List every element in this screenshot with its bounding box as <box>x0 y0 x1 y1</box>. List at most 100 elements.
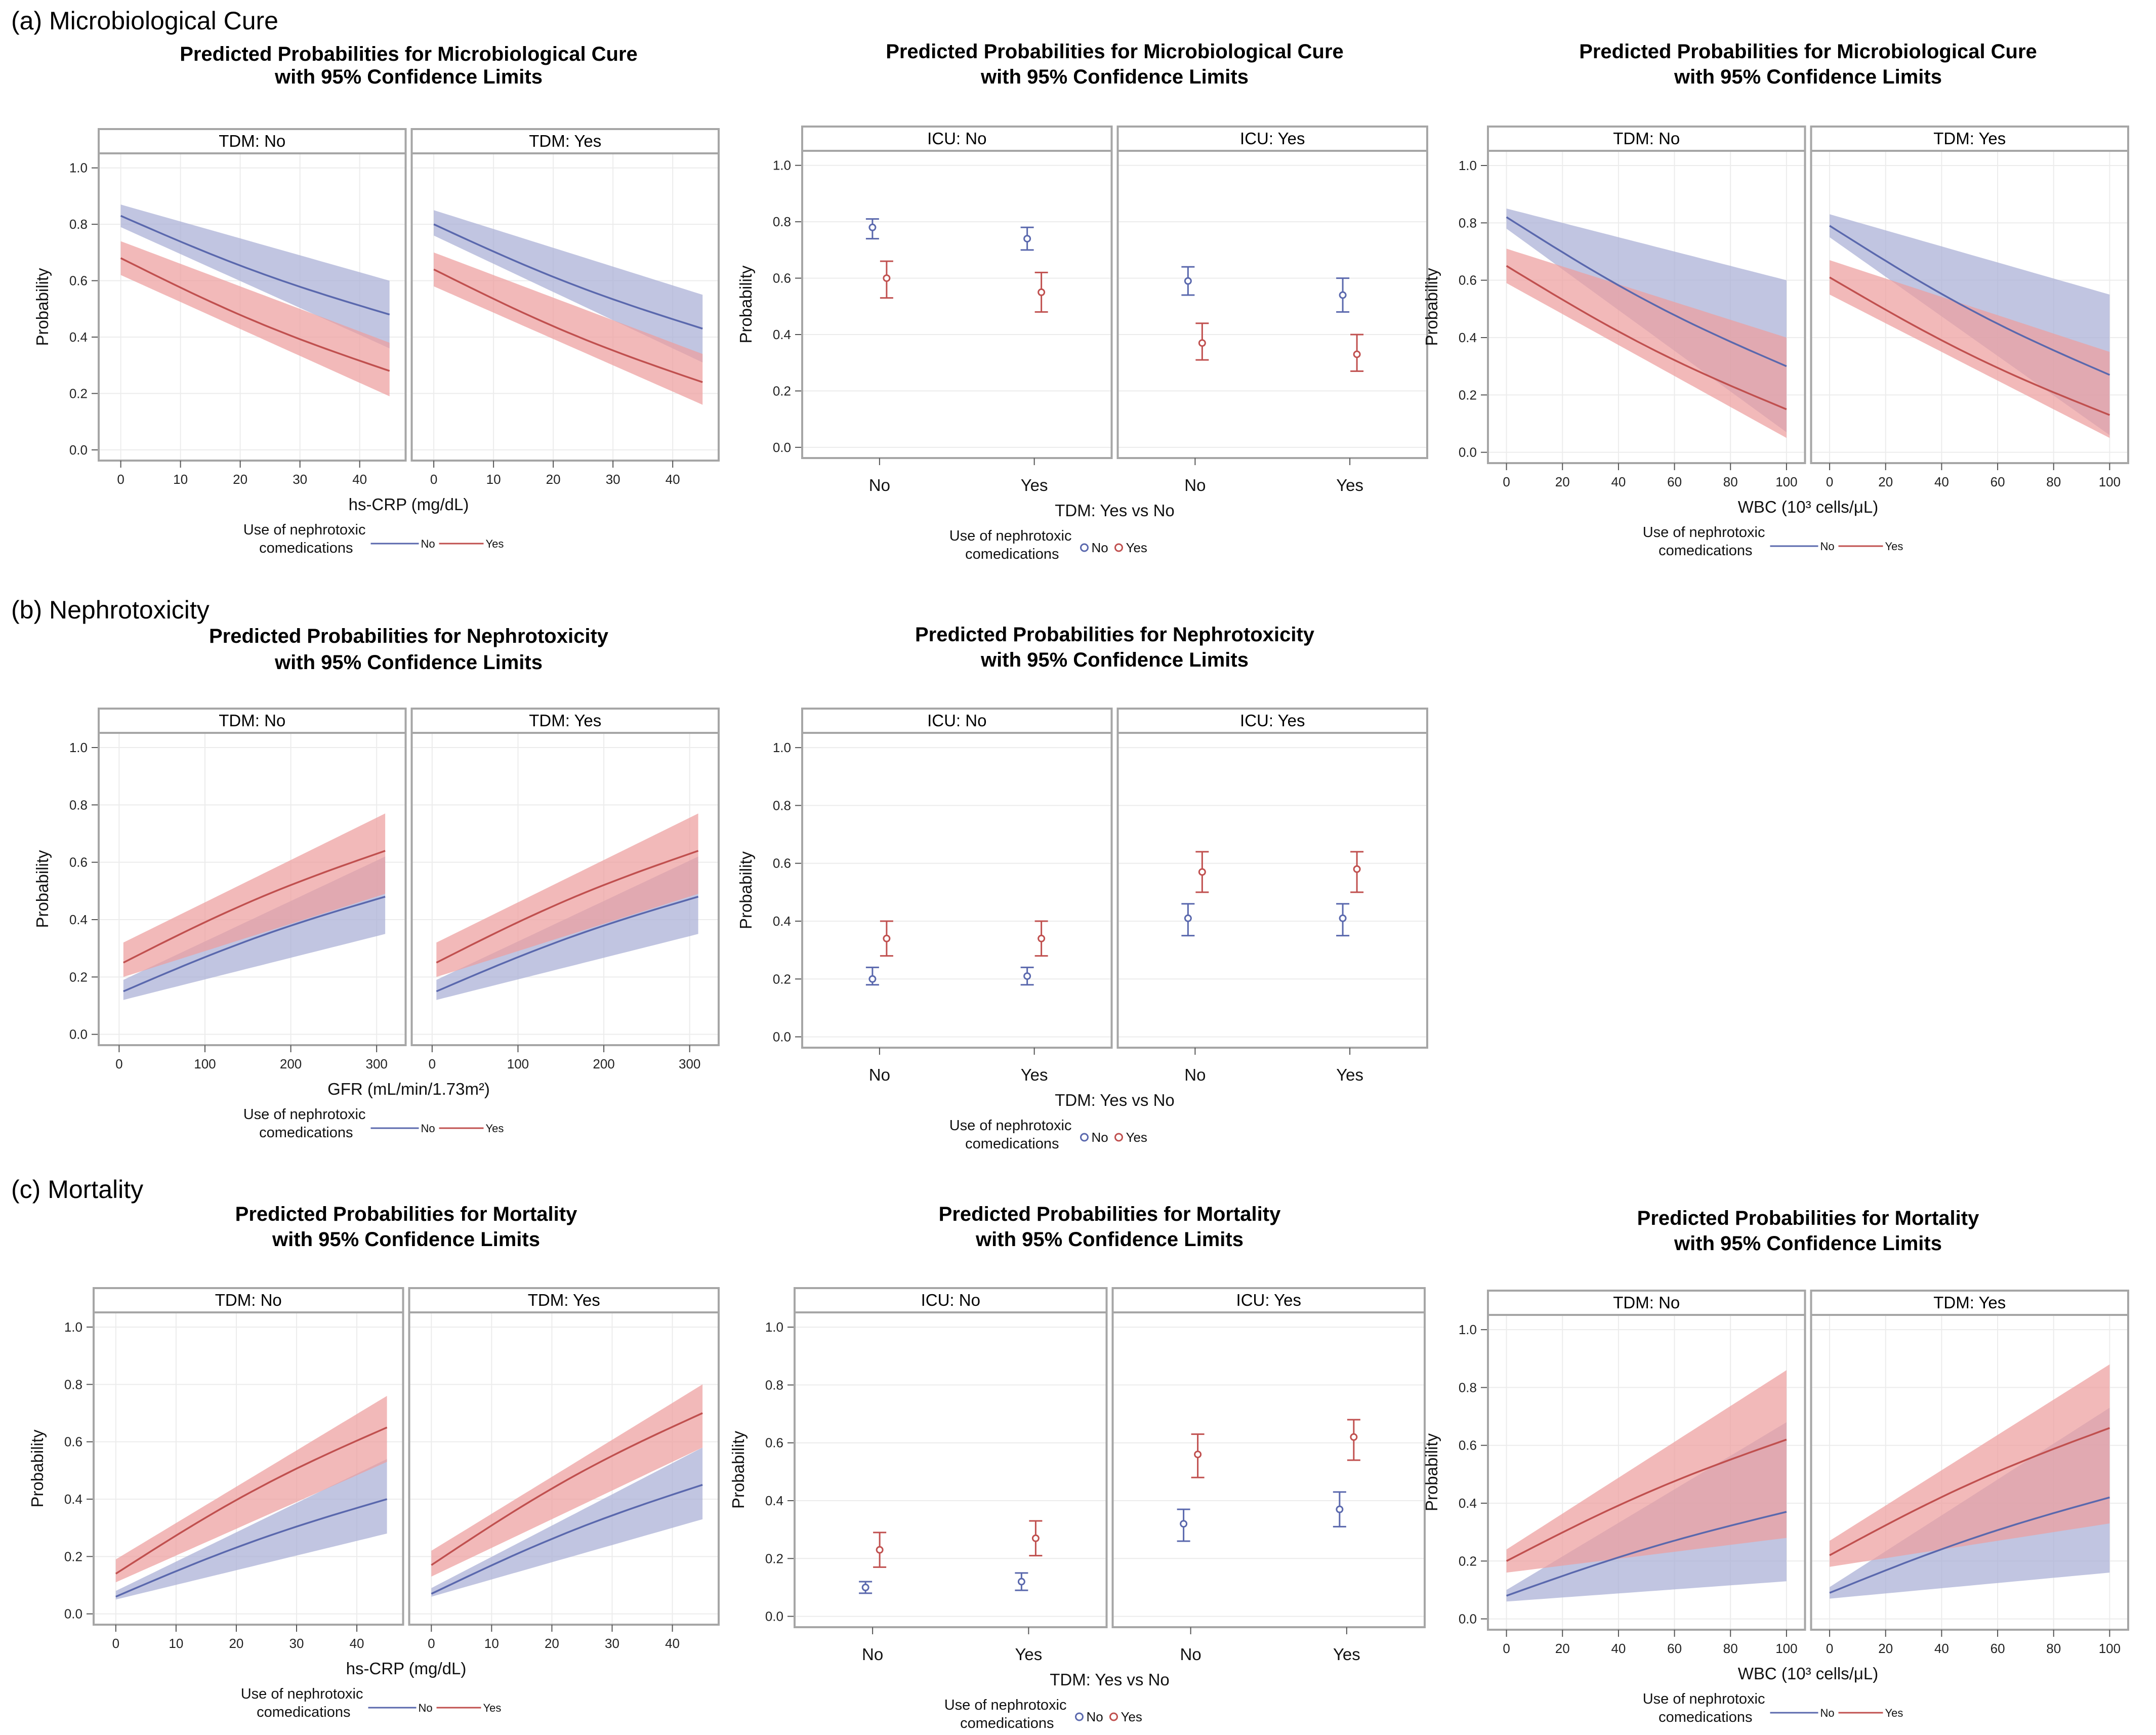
x-axis-label: TDM: Yes vs No <box>1055 1091 1175 1109</box>
x-tick-label: 20 <box>1555 1641 1570 1656</box>
panel-strip <box>1487 1290 1806 1316</box>
estimate-point-yes <box>1198 339 1206 347</box>
estimate-point-no <box>1339 291 1347 299</box>
y-tick-label: 0.8 <box>773 798 791 813</box>
y-tick-label: 0.8 <box>69 797 88 812</box>
panel-strip <box>801 708 1113 734</box>
legend: Use of nephrotoxic comedications No Yes <box>949 1118 1147 1152</box>
estimate-point-yes <box>1031 1534 1040 1542</box>
prediction-line-no <box>1829 225 2110 376</box>
chart-title-line2: with 95% Confidence Limits <box>980 649 1249 671</box>
panel-strip-label: TDM: No <box>219 132 285 150</box>
panel-strip-label: ICU: Yes <box>1240 129 1305 148</box>
legend-title-line2: comedications <box>257 1704 350 1720</box>
x-tick-label: 40 <box>1611 474 1626 489</box>
estimate-point-no <box>1180 1520 1188 1528</box>
prediction-line-no <box>120 215 390 316</box>
x-tick-label: 0 <box>112 1636 119 1651</box>
legend-marker-yes <box>1109 1712 1118 1721</box>
chart-neph-gfr: Predicted Probabilities for Nephrotoxici… <box>33 625 720 1141</box>
chart-title-line2: with 95% Confidence Limits <box>274 66 543 88</box>
y-tick-label: 1.0 <box>773 158 791 173</box>
legend-title-line1: Use of nephrotoxic <box>241 1686 363 1702</box>
panel-0: TDM: No 0 10 20 30 40 <box>98 128 407 487</box>
confidence-band-yes <box>1830 1364 2110 1567</box>
panel-0: TDM: No 0 20 40 60 80 100 <box>1487 1290 1806 1656</box>
panel-0: ICU: No No Yes <box>801 708 1113 1084</box>
chart-title-line2: with 95% Confidence Limits <box>272 1228 540 1251</box>
panel-strip-label: ICU: No <box>927 129 986 148</box>
y-tick-label: 0.8 <box>773 214 791 229</box>
legend: Use of nephrotoxic comedications No Yes <box>243 522 504 556</box>
y-axis-label: Probability <box>1422 268 1441 346</box>
x-tick-label: 60 <box>1991 474 2005 489</box>
confidence-band-yes <box>1830 260 2110 438</box>
panel-strip <box>1111 1287 1426 1313</box>
y-tick-label: 1.0 <box>1459 158 1477 173</box>
x-tick-label: 20 <box>1878 1641 1893 1656</box>
x-tick-label: 80 <box>1723 1641 1738 1656</box>
y-tick-label: 1.0 <box>765 1319 783 1335</box>
confidence-band-no <box>434 210 703 363</box>
x-tick-label: 0 <box>1503 1641 1510 1656</box>
legend-title-line2: comedications <box>259 540 353 556</box>
panel-strip <box>1487 126 1806 152</box>
legend: Use of nephrotoxic comedications No Yes <box>1643 524 1903 559</box>
x-axis-label: TDM: Yes vs No <box>1050 1670 1170 1689</box>
panel-frame <box>1116 732 1428 1049</box>
x-axis-label: TDM: Yes vs No <box>1055 501 1175 520</box>
x-tick-label: 60 <box>1667 474 1682 489</box>
y-tick-label: 0.4 <box>773 914 791 929</box>
chart-mort-crp: Predicted Probabilities for Mortality wit… <box>28 1203 720 1720</box>
prediction-line-no <box>436 896 699 993</box>
y-tick-label: 0.2 <box>69 386 88 401</box>
confidence-band-no <box>120 204 390 349</box>
panel-strip <box>794 1287 1108 1313</box>
legend-label-yes: Yes <box>1126 540 1147 555</box>
x-tick-label: 300 <box>365 1056 387 1071</box>
y-tick-label: 0.4 <box>69 329 88 345</box>
legend-title-line2: comedications <box>960 1715 1054 1731</box>
panel-0: ICU: No No Yes <box>801 126 1113 494</box>
estimate-point-yes <box>883 274 891 282</box>
x-tick-label: 30 <box>606 472 620 487</box>
legend: Use of nephrotoxic comedications No Yes <box>243 1106 504 1141</box>
x-category-label: No <box>1184 476 1206 494</box>
panel-strip-label: ICU: Yes <box>1236 1291 1301 1309</box>
prediction-line-yes <box>1506 1438 1787 1562</box>
x-tick-label: 100 <box>2099 474 2121 489</box>
legend-label-no: No <box>1087 1709 1103 1724</box>
y-tick-label: 0.4 <box>69 912 88 927</box>
x-tick-label: 80 <box>2046 1641 2061 1656</box>
panel-strip-label: TDM: No <box>1613 1293 1680 1312</box>
panel-frame <box>1111 1311 1426 1628</box>
panel-strip <box>1116 708 1428 734</box>
chart-mort-icu: Predicted Probabilities for Mortality wit… <box>729 1203 1426 1731</box>
y-tick-label: 0.2 <box>1459 387 1477 402</box>
panel-frame <box>801 732 1113 1049</box>
prediction-line-no <box>433 223 703 329</box>
y-tick-label: 0.4 <box>1459 1496 1477 1511</box>
legend-label-yes: Yes <box>486 1122 504 1135</box>
panel-1: TDM: Yes 0 10 20 30 40 <box>408 1287 720 1651</box>
x-category-label: Yes <box>1336 1065 1363 1084</box>
y-tick-label: 1.0 <box>64 1319 82 1335</box>
prediction-line-yes <box>433 268 703 383</box>
panel-1: ICU: Yes No Yes <box>1116 708 1428 1084</box>
legend-title-line1: Use of nephrotoxic <box>1643 524 1765 541</box>
panel-strip-label: TDM: No <box>1613 129 1680 148</box>
estimate-point-no <box>1184 914 1192 922</box>
chart-title-line2: with 95% Confidence Limits <box>1674 66 1942 88</box>
x-tick-label: 0 <box>430 472 437 487</box>
confidence-band-yes <box>1506 249 1787 438</box>
x-tick-label: 10 <box>486 472 501 487</box>
section-title-mortality: (c) Mortality <box>11 1175 143 1204</box>
y-tick-label: 0.8 <box>1459 1380 1477 1395</box>
x-tick-label: 20 <box>229 1636 243 1651</box>
panel-1: TDM: Yes 0 20 40 60 80 100 <box>1810 1290 2129 1656</box>
prediction-line-yes <box>1829 276 2110 416</box>
legend-marker-yes <box>1114 1133 1123 1142</box>
panel-strip <box>1116 126 1428 152</box>
section-title-cure: (a) Microbiological Cure <box>11 7 278 35</box>
panel-frame <box>794 1311 1108 1628</box>
